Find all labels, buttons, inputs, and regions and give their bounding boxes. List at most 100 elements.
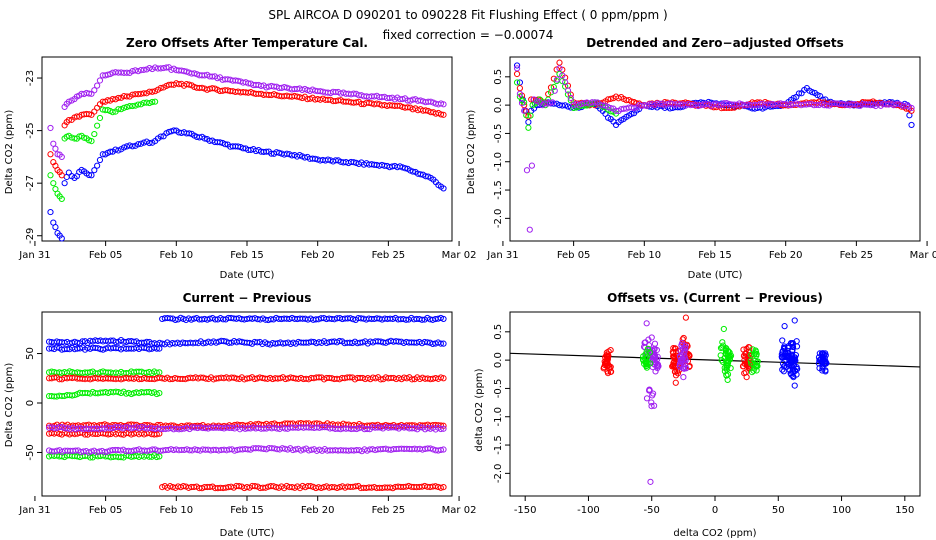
- y-tick-label: 50: [25, 347, 36, 360]
- data-point: [652, 368, 659, 375]
- data-point: [418, 316, 426, 323]
- data-point: [677, 356, 685, 364]
- data-point: [754, 362, 761, 370]
- x-tick-label: Mar 02: [442, 505, 477, 516]
- data-point: [47, 151, 54, 158]
- data-point: [780, 368, 787, 375]
- data-point: [201, 135, 208, 142]
- data-point: [334, 484, 341, 492]
- data-point: [318, 484, 325, 492]
- plot-frame: [509, 311, 921, 497]
- data-point: [644, 345, 652, 352]
- data-point: [377, 376, 384, 383]
- data-point: [682, 314, 689, 321]
- data-point: [778, 351, 785, 358]
- series-purple: [640, 320, 690, 485]
- data-point: [746, 344, 753, 351]
- data-point: [91, 167, 98, 174]
- data-point: [550, 100, 557, 107]
- x-tick-label: 100: [832, 505, 851, 516]
- x-tick-label: Mar 02: [910, 250, 936, 261]
- data-point: [643, 395, 651, 402]
- data-point: [653, 346, 660, 354]
- data-point: [123, 93, 130, 100]
- data-point: [188, 316, 195, 323]
- data-point: [65, 116, 72, 124]
- data-point: [607, 104, 614, 112]
- y-tick-label: -0.5: [493, 124, 504, 144]
- data-point: [120, 144, 128, 151]
- y-tick-label: -2.0: [493, 464, 504, 484]
- data-point: [88, 138, 95, 145]
- y-tick-label: 0.5: [493, 69, 504, 85]
- data-point: [533, 98, 540, 105]
- data-point: [671, 356, 678, 363]
- panel-title: Offsets vs. (Current − Previous): [607, 291, 823, 305]
- data-point: [816, 350, 823, 357]
- data-point: [720, 325, 727, 333]
- data-point: [352, 483, 359, 490]
- data-point: [146, 139, 153, 147]
- data-point: [364, 425, 371, 433]
- data-point: [724, 371, 732, 378]
- data-point: [679, 355, 686, 362]
- data-point: [58, 235, 65, 242]
- series-red: [47, 80, 447, 179]
- data-point: [640, 357, 647, 364]
- data-point: [437, 340, 444, 347]
- x-tick-label: -100: [577, 505, 600, 516]
- data-point: [648, 402, 655, 410]
- x-axis-label: delta CO2 (ppm): [673, 528, 756, 539]
- data-point: [556, 59, 563, 66]
- data-point: [607, 363, 614, 371]
- data-point: [642, 351, 649, 358]
- data-point: [94, 162, 101, 169]
- data-point: [152, 64, 159, 71]
- data-point: [52, 224, 59, 231]
- data-point: [545, 96, 552, 103]
- data-point: [112, 96, 119, 103]
- data-point: [297, 447, 305, 454]
- data-point: [47, 172, 54, 179]
- data-point: [527, 112, 534, 119]
- x-axis-label: Date (UTC): [220, 270, 275, 281]
- data-point: [650, 390, 657, 397]
- data-point: [549, 99, 556, 106]
- data-point: [346, 374, 353, 381]
- data-point: [792, 100, 800, 107]
- data-point: [556, 65, 563, 72]
- data-point: [424, 339, 431, 346]
- data-point: [753, 352, 760, 359]
- data-point: [754, 358, 761, 365]
- y-tick-label: -0.5: [493, 379, 504, 399]
- data-point: [440, 483, 447, 491]
- data-point: [819, 367, 826, 374]
- series-red-upper: [45, 374, 447, 383]
- data-point: [437, 314, 444, 322]
- data-point: [781, 323, 788, 330]
- data-point: [135, 68, 142, 75]
- y-tick-label: -1.0: [493, 152, 504, 172]
- data-point: [216, 139, 224, 146]
- data-point: [167, 483, 174, 490]
- data-point: [47, 124, 54, 132]
- data-point: [720, 342, 727, 349]
- data-point: [172, 316, 179, 324]
- data-point: [523, 167, 531, 174]
- data-point: [723, 364, 730, 371]
- data-point: [567, 94, 574, 102]
- data-point: [50, 140, 57, 147]
- data-point: [815, 354, 823, 361]
- data-point: [628, 110, 635, 118]
- x-tick-label: Feb 15: [230, 250, 264, 261]
- data-point: [440, 340, 447, 347]
- data-point: [58, 172, 65, 179]
- data-point: [752, 363, 759, 370]
- data-point: [107, 148, 114, 155]
- data-point: [156, 345, 163, 352]
- data-point: [85, 449, 92, 456]
- series-purple: [47, 64, 447, 160]
- data-point: [336, 337, 343, 345]
- series-blue-lower: [45, 344, 163, 353]
- data-point: [85, 90, 93, 97]
